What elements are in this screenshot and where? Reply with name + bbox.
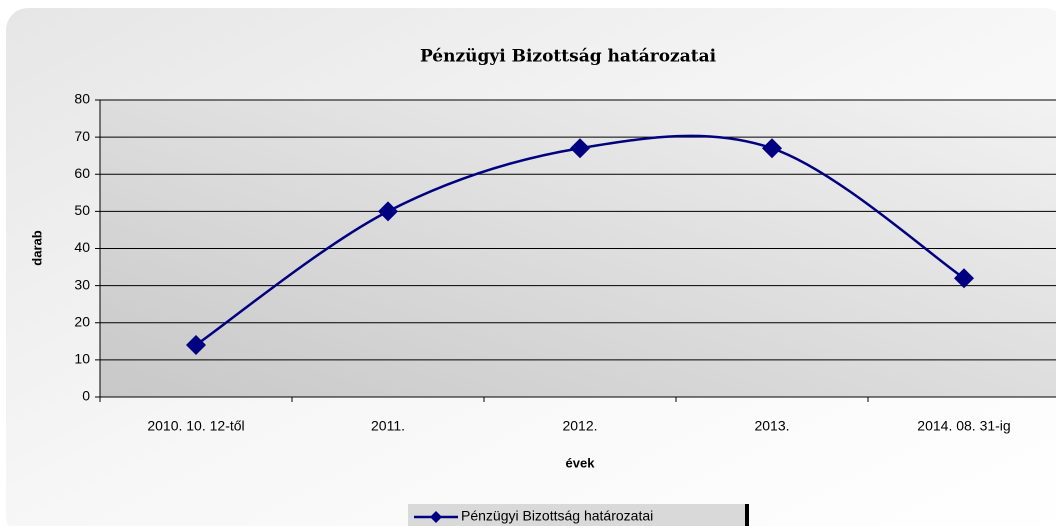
point-marker — [186, 335, 206, 356]
legend-edge — [745, 504, 749, 526]
point-marker — [378, 201, 398, 222]
y-tick-label: 50 — [74, 202, 90, 218]
y-tick-label: 40 — [74, 239, 90, 255]
y-tick-label: 0 — [82, 388, 90, 404]
y-axis-title: darab — [29, 230, 44, 265]
point-marker — [762, 138, 782, 159]
y-tick-label: 60 — [74, 165, 90, 181]
y-tick-label: 30 — [74, 276, 90, 292]
x-tick-label: 2011. — [371, 418, 405, 434]
legend-label: Pénzügyi Bizottság határozatai — [461, 508, 653, 524]
y-tick-label: 10 — [74, 351, 90, 367]
legend-marker — [430, 511, 442, 523]
x-tick-label: 2013. — [754, 418, 789, 434]
legend-box — [408, 504, 745, 526]
y-tick-label: 20 — [74, 313, 90, 329]
x-axis-title: évek — [566, 455, 596, 470]
y-tick-label: 80 — [74, 91, 90, 107]
y-tick-label: 70 — [74, 128, 90, 144]
point-marker — [570, 138, 590, 159]
chart-title: Pénzügyi Bizottság határozatai — [420, 47, 717, 67]
x-tick-label: 2014. 08. 31-ig — [917, 418, 1010, 434]
x-tick-label: 2010. 10. 12-től — [147, 418, 244, 434]
x-tick-label: 2012. — [562, 418, 597, 434]
point-marker — [954, 268, 974, 289]
